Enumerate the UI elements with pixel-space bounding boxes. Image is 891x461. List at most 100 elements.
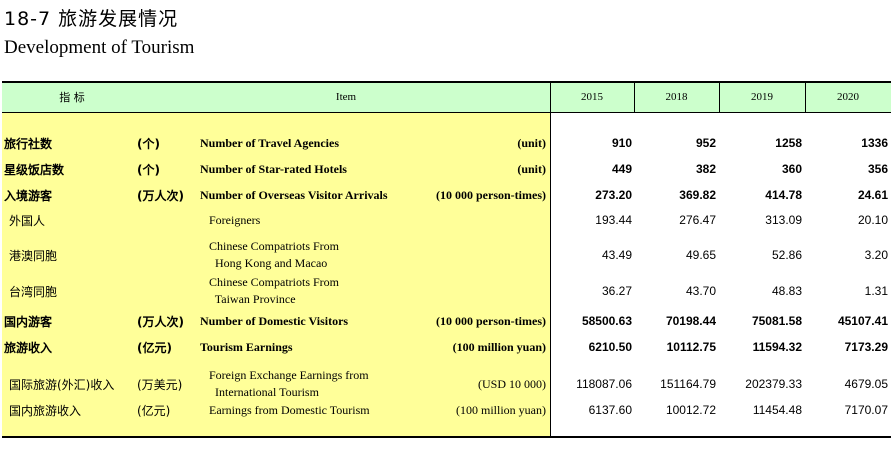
page-title-chinese: 18-7 旅游发展情况 xyxy=(4,8,179,30)
value-cell-2019: 202379.33 xyxy=(745,377,802,391)
row-label-en-line: Number of Overseas Visitor Arrivals xyxy=(200,187,388,202)
value-cell-2020: 1336 xyxy=(861,136,888,150)
row-label-en: Tourism Earnings xyxy=(200,338,293,356)
table-row: 台湾同胞 Chinese Compatriots From Taiwan Prov… xyxy=(2,273,891,309)
row-unit-cn: (万美元) xyxy=(137,377,183,392)
header-year-2015: 2015 xyxy=(581,91,603,103)
row-label-en: Foreigners xyxy=(209,211,260,229)
value-cell-2019: 1258 xyxy=(775,136,802,150)
table-row: 国内旅游收入 (亿元) Earnings from Domestic Tourism… xyxy=(2,401,891,419)
table-row: 国内游客 (万人次) Number of Domestic Visitors (10 … xyxy=(2,312,891,330)
row-label-en: Earnings from Domestic Tourism xyxy=(209,401,370,419)
table-row: 旅游收入 (亿元) Tourism Earnings (100 million yua… xyxy=(2,338,891,356)
row-unit-cn: (个) xyxy=(137,136,160,151)
value-cell-2015: 58500.63 xyxy=(581,314,632,328)
row-label-en: Chinese Compatriots From Taiwan Province xyxy=(209,273,339,309)
row-label-en: Number of Domestic Visitors xyxy=(200,312,348,330)
row-label-cn: 旅游收入 xyxy=(4,340,53,355)
value-cell-2015: 273.20 xyxy=(595,188,632,202)
row-unit-en: (unit) xyxy=(517,161,546,176)
value-cell-2020: 20.10 xyxy=(857,213,888,227)
row-label-en-line: International Tourism xyxy=(209,385,319,399)
row-unit-en: (unit) xyxy=(517,135,546,150)
row-label-cn: 国际旅游(外汇)收入 xyxy=(9,377,115,392)
table-row: 旅行社数 (个) Number of Travel Agencies (unit) 91… xyxy=(2,134,891,152)
row-label-cn: 台湾同胞 xyxy=(9,284,58,299)
row-label-en-line: Number of Travel Agencies xyxy=(200,135,339,150)
value-cell-2015: 43.49 xyxy=(601,248,632,262)
header-divider xyxy=(719,83,720,112)
table-row: 国际旅游(外汇)收入 (万美元) Foreign Exchange Earnings… xyxy=(2,366,891,402)
value-cell-2020: 356 xyxy=(867,162,888,176)
row-label-en-line: Number of Star-rated Hotels xyxy=(200,161,347,176)
header-year-2018: 2018 xyxy=(665,91,688,103)
page-title-english: Development of Tourism xyxy=(4,37,195,58)
row-label-en: Number of Star-rated Hotels xyxy=(200,160,347,178)
value-cell-2018: 369.82 xyxy=(679,188,716,202)
row-label-en-line: Number of Domestic Visitors xyxy=(200,313,349,328)
row-label-cn: 国内游客 xyxy=(4,314,53,329)
row-unit-en: (10 000 person-times) xyxy=(436,313,546,328)
row-label-cn: 国内旅游收入 xyxy=(9,403,82,418)
value-cell-2020: 7170.07 xyxy=(844,403,888,417)
table-row: 港澳同胞 Chinese Compatriots From Hong Kong a… xyxy=(2,237,891,273)
row-unit-en: (USD 10 000) xyxy=(478,376,546,391)
row-unit-cn: (亿元) xyxy=(137,403,171,418)
header-item: Item xyxy=(335,91,357,103)
row-unit-cn: (亿元) xyxy=(137,340,172,355)
row-unit-en: (10 000 person-times) xyxy=(436,187,546,202)
row-label-en-line: Chinese Compatriots From xyxy=(209,239,339,253)
row-label-cn: 星级饭店数 xyxy=(4,162,65,177)
value-cell-2018: 151164.79 xyxy=(660,377,716,391)
row-label-en: Chinese Compatriots From Hong Kong and M… xyxy=(209,237,339,273)
header-year-2019: 2019 xyxy=(751,91,773,103)
value-cell-2015: 6210.50 xyxy=(588,340,632,354)
row-label-cn: 入境游客 xyxy=(4,188,53,203)
row-label-en-line: Foreign Exchange Earnings from xyxy=(209,368,369,382)
row-label-en-line: Hong Kong and Macao xyxy=(209,256,328,270)
value-cell-2019: 11454.48 xyxy=(752,403,802,417)
row-unit-cn: (万人次) xyxy=(137,188,184,203)
value-cell-2018: 276.47 xyxy=(679,213,716,227)
value-cell-2020: 45107.41 xyxy=(837,314,888,328)
value-cell-2019: 414.78 xyxy=(765,188,802,202)
value-cell-2015: 118087.06 xyxy=(576,377,632,391)
row-label-en: Foreign Exchange Earnings from Internati… xyxy=(209,366,369,402)
row-label-en-line: Foreigners xyxy=(209,212,261,227)
value-cell-2015: 193.44 xyxy=(595,213,632,227)
value-cell-2020: 4679.05 xyxy=(844,377,888,391)
value-cell-2018: 952 xyxy=(695,136,716,150)
column-divider xyxy=(550,83,551,436)
row-label-en-line: Taiwan Province xyxy=(209,292,296,306)
table-header: 指 标 Item 2015 2018 2019 2020 xyxy=(2,83,891,113)
table-row: 外国人 Foreigners 193.44 276.47 313.09 20.10 xyxy=(2,211,891,229)
value-cell-2018: 10012.72 xyxy=(665,403,716,417)
value-cell-2019: 313.09 xyxy=(765,213,802,227)
value-cell-2018: 49.65 xyxy=(685,248,716,262)
value-cell-2018: 43.70 xyxy=(685,284,716,298)
header-year-2020: 2020 xyxy=(837,91,859,103)
header-divider xyxy=(805,83,806,112)
row-label-cn: 港澳同胞 xyxy=(9,248,58,263)
value-cell-2019: 360 xyxy=(781,162,802,176)
tourism-table: 指 标 Item 2015 2018 2019 2020 旅行社数 (个) Numb… xyxy=(2,81,891,438)
value-cell-2020: 24.61 xyxy=(857,188,888,202)
header-divider xyxy=(634,83,635,112)
value-cell-2018: 70198.44 xyxy=(665,314,716,328)
value-cell-2015: 910 xyxy=(611,136,632,150)
value-cell-2020: 3.20 xyxy=(864,248,888,262)
value-cell-2019: 48.83 xyxy=(771,284,802,298)
row-label-en: Number of Travel Agencies xyxy=(200,134,339,152)
value-cell-2020: 7173.29 xyxy=(844,340,888,354)
row-label-en-line: Tourism Earnings xyxy=(200,339,293,354)
value-cell-2020: 1.31 xyxy=(864,284,888,298)
value-cell-2018: 10112.75 xyxy=(666,340,716,354)
value-cell-2015: 449 xyxy=(611,162,632,176)
row-unit-en: (100 million yuan) xyxy=(452,339,546,354)
row-unit-cn: (个) xyxy=(137,162,160,177)
header-indicator: 指 标 xyxy=(59,91,85,104)
value-cell-2018: 382 xyxy=(695,162,716,176)
label-column-background xyxy=(2,83,550,436)
row-label-cn: 外国人 xyxy=(9,213,46,228)
value-cell-2015: 36.27 xyxy=(601,284,632,298)
